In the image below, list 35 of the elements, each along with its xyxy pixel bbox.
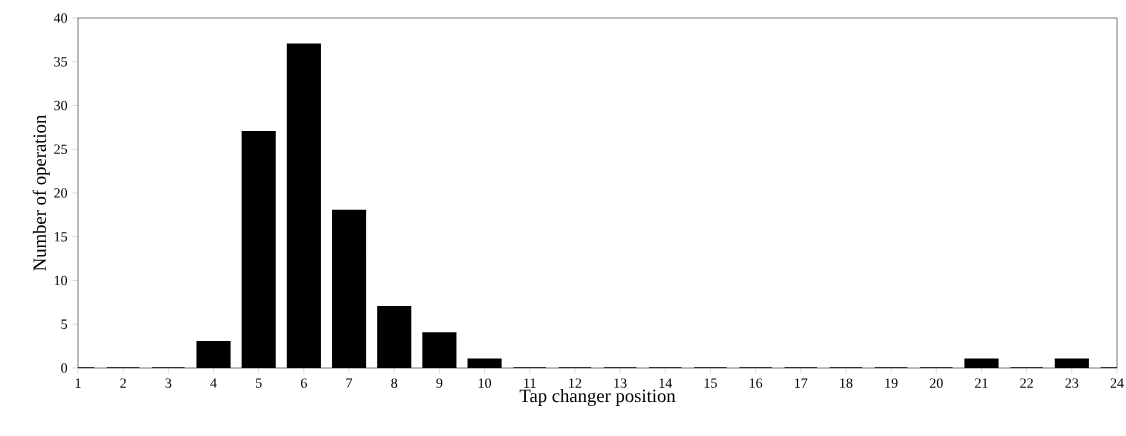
x-tick-label: 12 — [569, 378, 582, 388]
x-tick-label: 14 — [659, 378, 673, 388]
x-tick-label: 22 — [1020, 378, 1033, 388]
x-tick-label: 1 — [75, 378, 81, 388]
x-tick-label: 11 — [524, 378, 536, 388]
x-tick-label: 8 — [391, 378, 398, 388]
x-axis-title: Tap changer position — [519, 388, 676, 406]
x-tick-label: 2 — [120, 378, 126, 388]
x-tick-label: 17 — [795, 378, 808, 388]
y-tick-label: 5 — [61, 319, 68, 329]
x-tick-label: 13 — [614, 378, 627, 388]
y-tick-label: 25 — [54, 144, 68, 154]
x-tick-label: 16 — [749, 378, 763, 388]
y-tick-label: 40 — [53, 13, 68, 23]
x-tick-label: 9 — [436, 378, 443, 388]
x-tick-label: 23 — [1065, 378, 1079, 388]
x-tick-label: 15 — [704, 378, 717, 388]
x-tick-label: 20 — [929, 378, 943, 388]
x-tick-label: 7 — [346, 378, 353, 388]
x-tick-label: 6 — [300, 378, 307, 388]
y-tick-label: 0 — [61, 363, 68, 373]
y-tick-label: 35 — [54, 57, 68, 67]
x-tick-label: 24 — [1110, 378, 1124, 388]
y-tick-label: 30 — [54, 100, 68, 111]
x-tick-label: 4 — [210, 378, 217, 388]
x-tick-label: 21 — [975, 378, 988, 388]
y-tick-label: 10 — [54, 275, 68, 286]
x-tick-label: 5 — [256, 378, 262, 388]
x-tick-label: 3 — [165, 378, 172, 388]
y-tick-label: 20 — [54, 188, 68, 198]
x-tick-label: 19 — [885, 378, 898, 388]
x-tick-label: 10 — [478, 378, 492, 388]
y-axis-title: Number of operation — [32, 115, 50, 271]
x-tick-label: 18 — [840, 378, 853, 388]
y-tick-label: 15 — [54, 232, 68, 242]
